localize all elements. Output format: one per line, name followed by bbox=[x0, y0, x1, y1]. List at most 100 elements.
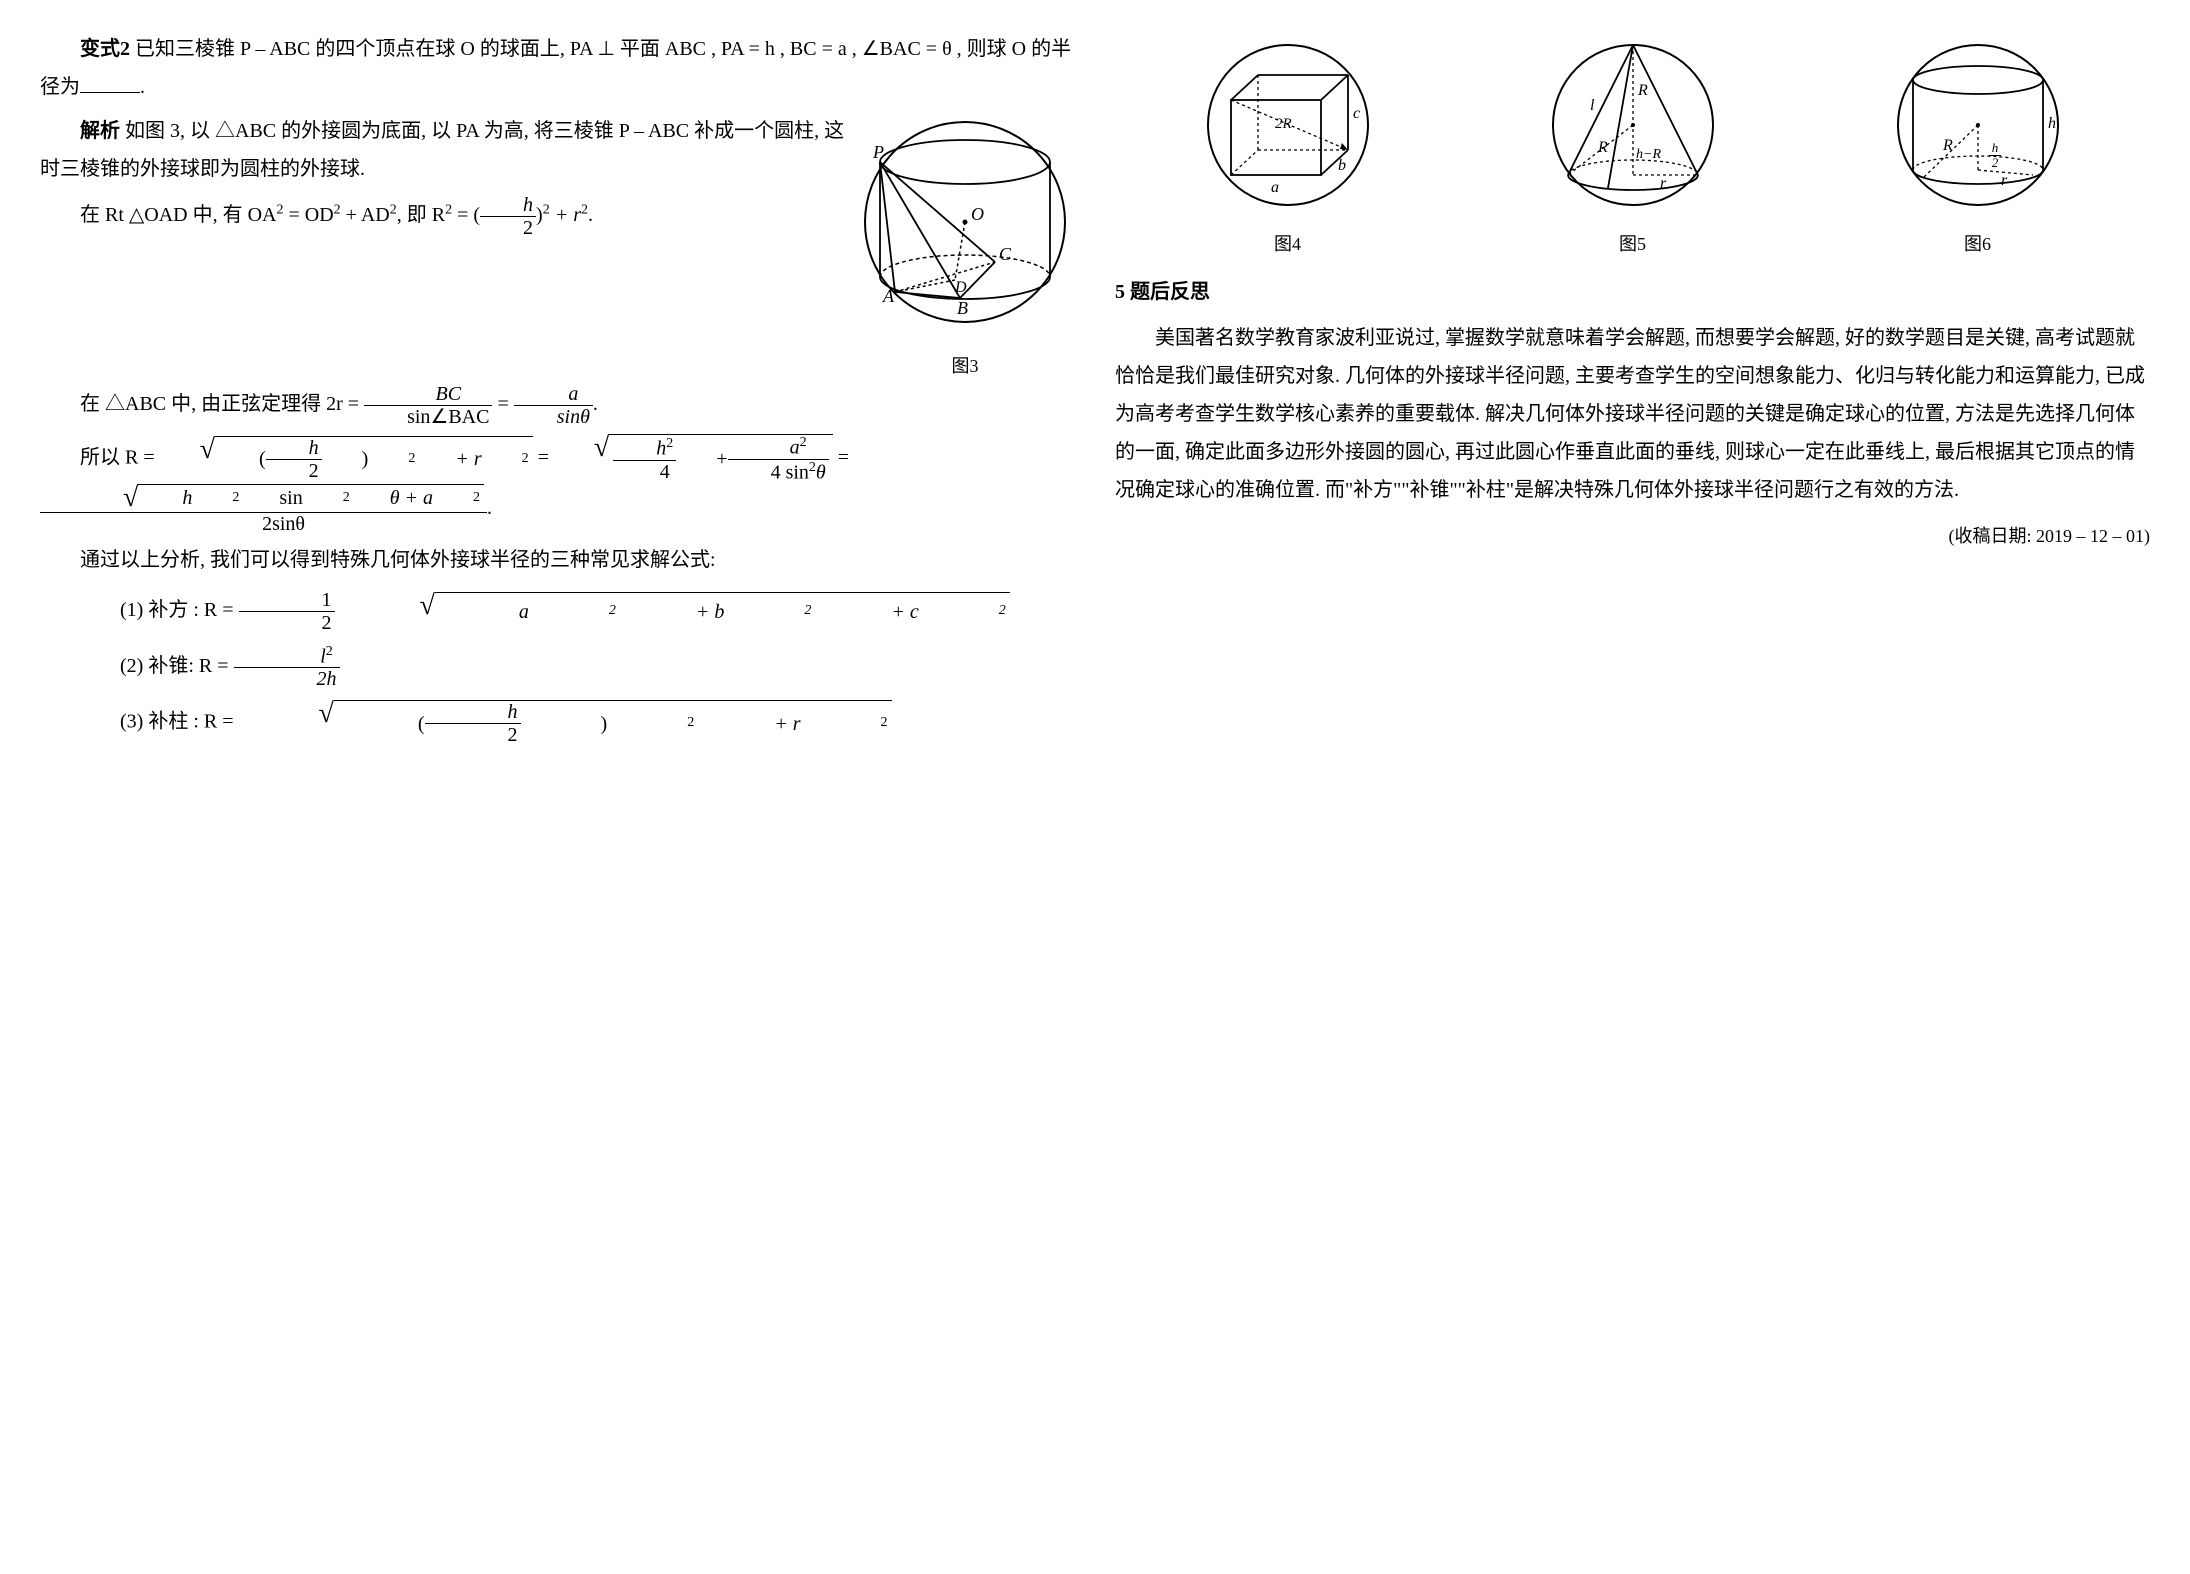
sqrt-1: √(h2)2 + r2 bbox=[160, 436, 533, 482]
fig5-caption: 图5 bbox=[1460, 227, 1805, 261]
solution-body-1: 如图 3, 以 △ABC 的外接圆为底面, 以 PA 为高, 将三棱锥 P – … bbox=[40, 120, 844, 180]
sup-2: 2 bbox=[543, 202, 550, 217]
sup-2: 2 bbox=[800, 435, 807, 450]
fig6-svg: h R h2 r bbox=[1893, 40, 2063, 210]
fig3-caption: 图3 bbox=[855, 349, 1075, 383]
frac-h-2: h2 bbox=[480, 194, 536, 239]
sup-2: 2 bbox=[801, 710, 888, 737]
eq-seg: = OD bbox=[284, 204, 334, 226]
seg: ( bbox=[338, 705, 425, 743]
frac: a24 sin2θ bbox=[728, 435, 829, 483]
frac-den: sinθ bbox=[514, 406, 593, 428]
svg-text:C: C bbox=[999, 244, 1012, 264]
sup-2: 2 bbox=[334, 202, 341, 217]
rt-triangle-eq: 在 Rt △OAD 中, 有 OA2 = OD2 + AD2, 即 R2 = (… bbox=[40, 194, 845, 239]
svg-text:l: l bbox=[1590, 97, 1595, 114]
fig3-svg: P O A B C D bbox=[855, 112, 1075, 332]
svg-text:B: B bbox=[957, 298, 968, 318]
figure-5: l R R h−R r 图5 bbox=[1460, 40, 1805, 261]
sqrt-body: (h2)2 + r2 bbox=[334, 700, 892, 746]
frac-num: a bbox=[514, 383, 593, 406]
frac-den: 2 bbox=[480, 217, 536, 239]
seg: θ + a bbox=[350, 487, 433, 509]
radical-sign: √ bbox=[83, 484, 138, 512]
result-frac: √h2 sin2θ + a22sinθ bbox=[40, 484, 487, 535]
left-column: 变式2 已知三棱锥 P – ABC 的四个顶点在球 O 的球面上, PA ⊥ 平… bbox=[40, 30, 1075, 756]
formula-label: (2) 补锥: R = bbox=[120, 654, 234, 676]
seg: + c bbox=[811, 593, 918, 631]
svg-text:A: A bbox=[882, 286, 895, 306]
eq-seg: 在 △ABC 中, 由正弦定理得 2r = bbox=[80, 393, 364, 415]
sqrt-2: √h24 + a24 sin2θ bbox=[554, 434, 833, 483]
frac-den: 2 bbox=[425, 724, 521, 746]
right-column: a b c 2R 图4 l R R h−R bbox=[1115, 30, 2150, 756]
fig6-caption: 图6 bbox=[1805, 227, 2150, 261]
solution-p1: 解析 如图 3, 以 △ABC 的外接圆为底面, 以 PA 为高, 将三棱锥 P… bbox=[40, 112, 845, 188]
svg-text:b: b bbox=[1338, 157, 1346, 174]
seg: h bbox=[142, 487, 192, 509]
sup-2: 2 bbox=[809, 460, 816, 475]
formula-label: (3) 补柱 : R = bbox=[120, 711, 239, 733]
problem-text: 已知三棱锥 P – ABC 的四个顶点在球 O 的球面上, PA ⊥ 平面 AB… bbox=[40, 38, 1071, 98]
figure-6: h R h2 r 图6 bbox=[1805, 40, 2150, 261]
eq-seg: = bbox=[492, 393, 513, 415]
eq-seg: + r bbox=[550, 204, 581, 226]
seg: + r bbox=[415, 440, 481, 478]
reflection-text: 美国著名数学教育家波利亚说过, 掌握数学就意味着学会解题, 而想要学会解题, 好… bbox=[1115, 319, 2150, 509]
svg-text:h: h bbox=[2048, 115, 2056, 132]
sqrt: √(h2)2 + r2 bbox=[239, 700, 892, 746]
frac: h2 bbox=[425, 701, 521, 746]
variant-label: 变式2 bbox=[80, 38, 130, 60]
seg: θ bbox=[816, 462, 826, 484]
frac-num: h bbox=[266, 437, 322, 460]
sup-2: 2 bbox=[368, 446, 415, 473]
result-eq: 所以 R = √(h2)2 + r2 = √h24 + a24 sin2θ = … bbox=[40, 434, 1075, 534]
receipt-date: (收稿日期: 2019 – 12 – 01) bbox=[1115, 519, 2150, 553]
sup-2: 2 bbox=[724, 598, 811, 625]
figure-row: a b c 2R 图4 l R R h−R bbox=[1115, 40, 2150, 261]
sine-rule-eq: 在 △ABC 中, 由正弦定理得 2r = BCsin∠BAC = asinθ. bbox=[40, 383, 1075, 428]
eq-seg: = bbox=[833, 446, 849, 468]
svg-text:R: R bbox=[1637, 82, 1648, 99]
frac-num: √h2 sin2θ + a2 bbox=[40, 484, 487, 513]
summary-intro: 通过以上分析, 我们可以得到特殊几何体外接球半径的三种常见求解公式: bbox=[40, 541, 1075, 579]
figure-3: P O A B C D 图3 bbox=[855, 112, 1075, 383]
section-5-heading: 5 题后反思 bbox=[1115, 273, 2150, 311]
answer-blank bbox=[80, 73, 140, 93]
variant-2-problem: 变式2 已知三棱锥 P – ABC 的四个顶点在球 O 的球面上, PA ⊥ 平… bbox=[40, 30, 1075, 106]
seg: 2sinθ bbox=[262, 513, 305, 535]
seg: a bbox=[439, 593, 529, 631]
frac-den: 2sinθ bbox=[40, 513, 487, 535]
formula-label: (1) 补方 : R = bbox=[120, 599, 239, 621]
eq-seg: 所以 R = bbox=[80, 446, 160, 468]
sup-2: 2 bbox=[192, 490, 239, 505]
eq-seg: . bbox=[593, 393, 598, 415]
seg: h bbox=[656, 438, 666, 460]
frac-den: 4 sin2θ bbox=[728, 460, 829, 484]
radical-sign: √ bbox=[554, 434, 609, 483]
seg: ) bbox=[322, 440, 369, 478]
frac-a-sin: asinθ bbox=[514, 383, 593, 428]
eq-seg: = ( bbox=[452, 204, 480, 226]
fig5-svg: l R R h−R r bbox=[1548, 40, 1718, 210]
eq-seg: + AD bbox=[341, 204, 390, 226]
frac-den: 4 bbox=[613, 461, 676, 483]
sup-2: 2 bbox=[666, 436, 673, 451]
sup-2: 2 bbox=[581, 202, 588, 217]
seg: ( bbox=[219, 440, 266, 478]
svg-text:R: R bbox=[1597, 139, 1608, 156]
frac-den: 2 bbox=[239, 612, 335, 634]
sup-2: 2 bbox=[303, 490, 350, 505]
eq-seg: . bbox=[487, 497, 492, 519]
eq-seg: . bbox=[588, 204, 593, 226]
svg-text:a: a bbox=[1271, 179, 1279, 196]
svg-text:h−R: h−R bbox=[1636, 147, 1661, 162]
seg: + bbox=[676, 440, 727, 478]
fig4-caption: 图4 bbox=[1115, 227, 1460, 261]
sup-2: 2 bbox=[433, 490, 480, 505]
sup-2: 2 bbox=[326, 644, 333, 659]
frac-den: 2 bbox=[266, 460, 322, 482]
formula-2: (2) 补锥: R = l22h bbox=[40, 644, 1075, 691]
seg: ) bbox=[521, 705, 608, 743]
sup-2: 2 bbox=[919, 598, 1006, 625]
